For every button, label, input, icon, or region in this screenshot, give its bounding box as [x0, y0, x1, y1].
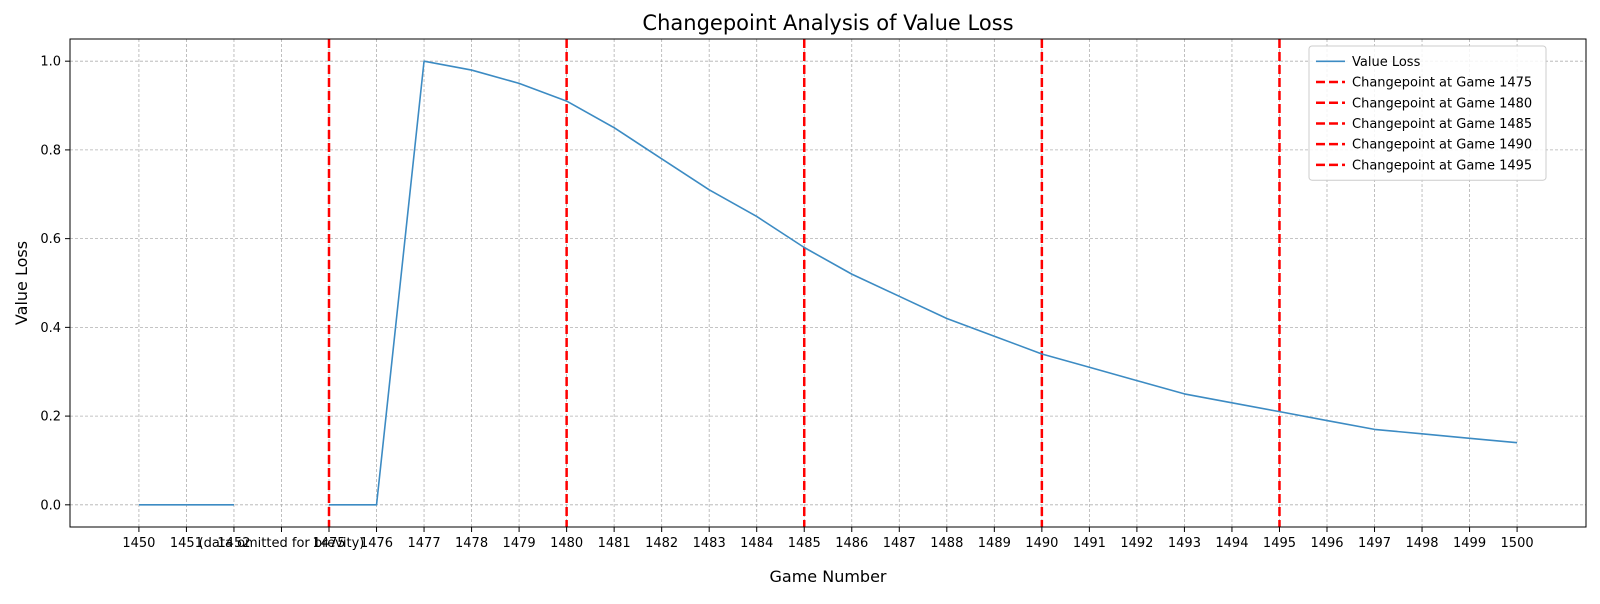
x-tick-label: 1492	[1120, 536, 1153, 551]
x-tick-label: 1489	[978, 536, 1011, 551]
legend-label: Value Loss	[1352, 55, 1421, 70]
x-tick-label: 1451	[170, 536, 203, 551]
x-tick-label: 1478	[455, 536, 488, 551]
chart-title: Changepoint Analysis of Value Loss	[642, 11, 1013, 35]
series-lines	[138, 60, 1518, 506]
changepoint-lines	[327, 39, 1281, 527]
y-tick-label: 0.4	[40, 321, 61, 336]
x-axis-ticks: 1450 1451 1452(data omitted for brevity)14…	[122, 527, 1534, 551]
legend: Value Loss Changepoint at Game 1475 Change…	[1308, 45, 1547, 181]
legend-box	[1308, 45, 1547, 181]
x-tick-label: 1494	[1215, 536, 1248, 551]
y-tick-label: 0.6	[40, 232, 61, 247]
x-tick-label: 1487	[883, 536, 916, 551]
legend-label: Changepoint at Game 1495	[1352, 158, 1532, 173]
x-tick-label: 1497	[1358, 536, 1391, 551]
x-tick-label: 1499	[1453, 536, 1486, 551]
x-tick-label: 1452	[217, 536, 250, 551]
legend-label: Changepoint at Game 1480	[1352, 96, 1532, 111]
y-tick-label: 0.8	[40, 143, 61, 158]
y-tick-label: 1.0	[40, 55, 61, 70]
x-tick-label: 1482	[645, 536, 678, 551]
x-axis-label: Game Number	[770, 567, 887, 586]
x-tick-label: 1500	[1501, 536, 1534, 551]
legend-label: Changepoint at Game 1485	[1352, 117, 1532, 132]
x-tick-label: 1485	[788, 536, 821, 551]
legend-label: Changepoint at Game 1475	[1352, 76, 1532, 91]
x-tick-label: 1475	[312, 536, 345, 551]
x-tick-label: 1491	[1073, 536, 1106, 551]
y-tick-label: 0.0	[40, 498, 61, 513]
x-tick-label: (data omitted for brevity)	[199, 536, 365, 551]
x-tick-label: 1476	[360, 536, 393, 551]
x-tick-label: 1483	[693, 536, 726, 551]
x-tick-label: 1481	[598, 536, 631, 551]
y-axis-ticks: 0.0 0.2 0.4 0.6 0.8 1.0	[40, 55, 70, 513]
x-tick-label: 1498	[1405, 536, 1438, 551]
x-tick-label: 1484	[740, 536, 773, 551]
x-tick-label: 1480	[550, 536, 583, 551]
y-tick-label: 0.2	[40, 410, 61, 425]
series-line-value-loss	[329, 60, 1518, 506]
x-tick-label: 1450	[122, 536, 155, 551]
x-tick-label: 1479	[503, 536, 536, 551]
x-tick-label: 1493	[1168, 536, 1201, 551]
x-tick-label: 1495	[1263, 536, 1296, 551]
legend-label: Changepoint at Game 1490	[1352, 138, 1532, 153]
x-tick-label: 1490	[1025, 536, 1058, 551]
x-tick-label: 1488	[930, 536, 963, 551]
x-tick-label: 1486	[835, 536, 868, 551]
plot-frame	[69, 38, 1587, 528]
x-tick-label: 1496	[1310, 536, 1343, 551]
y-axis-label: Value Loss	[12, 241, 31, 325]
x-tick-label: 1477	[408, 536, 441, 551]
